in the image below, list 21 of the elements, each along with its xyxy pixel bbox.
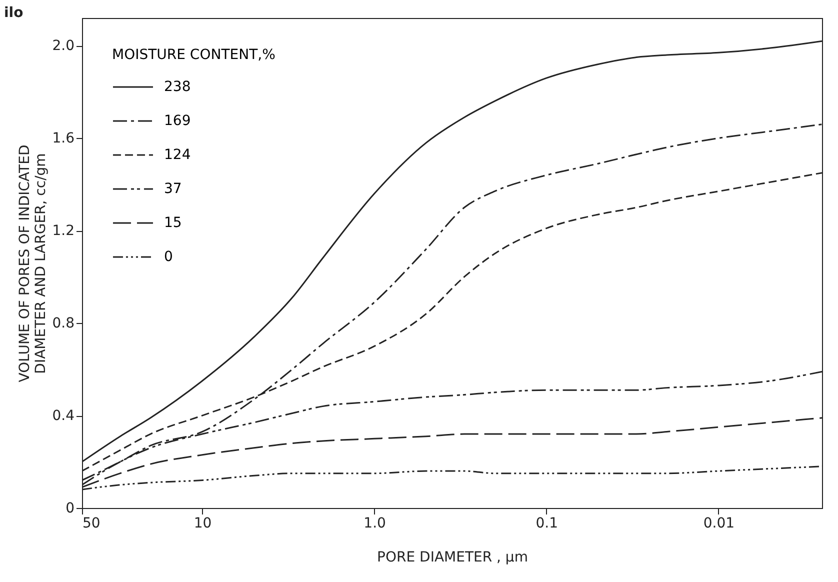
y-tick-label: 0 [66,500,74,516]
x-axis-title: PORE DIAMETER , µm [377,550,528,566]
legend-title: MOISTURE CONTENT,% [112,47,276,63]
legend-label: 169 [164,113,191,129]
x-tick-label: 1.0 [364,516,386,532]
y-tick-label: 1.2 [52,223,74,240]
y-axis-title: VOLUME OF PORES OF INDICATED DIAMETER AND LARGER, cc/gm [17,144,50,382]
y-tick-label: 1.6 [52,130,75,147]
x-tick-label: 50 [82,516,100,532]
legend-label: 0 [164,249,173,265]
x-tick-label: 10 [194,516,212,532]
x-tick-label: 0.1 [536,516,558,532]
y-tick-label: 2.0 [52,38,74,54]
legend-label: 37 [164,181,182,197]
y-tick-label: 0.8 [52,316,74,332]
legend-label: 15 [164,215,182,231]
legend-label: 238 [164,79,191,95]
y-tick-label: 0.4 [52,408,75,424]
text: ilo [4,5,24,21]
legend-label: 124 [164,147,191,163]
x-tick-label: 0.01 [703,516,734,532]
